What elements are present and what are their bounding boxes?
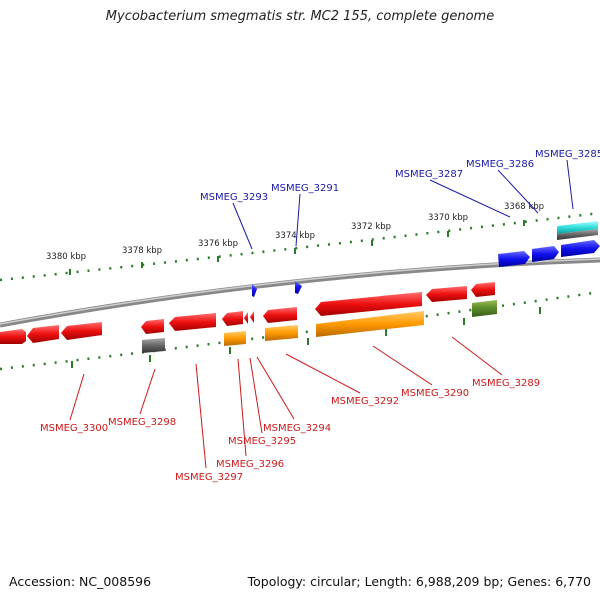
callout-line — [232, 202, 253, 250]
gene-label-reverse[interactable]: MSMEG_3295 — [228, 436, 296, 447]
trna-feature[interactable] — [224, 331, 246, 346]
callout-line — [249, 357, 263, 434]
scale-ruler-line — [0, 211, 600, 282]
gene-label-forward[interactable]: MSMEG_3285 — [535, 149, 600, 160]
forward-genes — [252, 221, 600, 297]
gene-arrow-reverse[interactable] — [141, 319, 164, 334]
gene-arrow-reverse[interactable] — [222, 311, 243, 326]
gene-label-reverse[interactable]: MSMEG_3290 — [401, 388, 469, 399]
gene-label-reverse[interactable]: MSMEG_3289 — [472, 378, 540, 389]
gene-arrow-reverse[interactable] — [0, 329, 26, 344]
misc-feature[interactable] — [557, 229, 598, 240]
genome-backbone — [0, 257, 600, 328]
gene-arrow-forward[interactable] — [295, 281, 302, 294]
gene-arrow-reverse[interactable] — [61, 322, 102, 340]
gene-arrow-reverse[interactable] — [27, 325, 59, 343]
gene-arrow-reverse[interactable] — [471, 282, 495, 297]
callout-line — [451, 336, 503, 376]
genome-backbone-highlight — [0, 258, 600, 325]
gene-arrow-reverse[interactable] — [315, 292, 422, 316]
scale-label: 3378 kbp — [122, 246, 162, 256]
callout-line — [237, 358, 247, 457]
reverse-callouts: MSMEG_3300 MSMEG_3298 MSMEG_3297 MSMEG_3… — [40, 336, 540, 483]
callout-line — [285, 353, 361, 394]
accession-text: Accession: NC_008596 — [9, 574, 152, 589]
callout-line — [372, 345, 433, 386]
misc-feature[interactable] — [472, 300, 497, 317]
gene-label-reverse[interactable]: MSMEG_3296 — [216, 459, 284, 470]
gene-arrow-reverse[interactable] — [250, 311, 254, 323]
callout-line — [256, 356, 295, 420]
scale-label: 3380 kbp — [46, 252, 86, 262]
scale-label: 3370 kbp — [428, 213, 468, 223]
scale-label: 3368 kbp — [504, 202, 544, 212]
gene-label-forward[interactable]: MSMEG_3286 — [466, 159, 534, 170]
genome-summary-text: Topology: circular; Length: 6,988,209 bp… — [247, 574, 591, 589]
gene-arrow-reverse[interactable] — [169, 313, 216, 331]
scale-ruler: 3380 kbp 3378 kbp 3376 kbp 3374 kbp 3372… — [0, 202, 600, 282]
callout-line — [497, 169, 539, 214]
misc-feature[interactable] — [142, 338, 165, 353]
forward-callouts: MSMEG_3293 MSMEG_3291 MSMEG_3287 MSMEG_3… — [200, 149, 600, 250]
callout-line — [69, 373, 85, 421]
callout-line — [139, 368, 156, 415]
gene-label-reverse[interactable]: MSMEG_3298 — [108, 417, 176, 428]
page-title: Mycobacterium smegmatis str. MC2 155, co… — [105, 9, 495, 24]
gene-label-forward[interactable]: MSMEG_3287 — [395, 169, 463, 180]
gene-arrow-forward[interactable] — [498, 251, 530, 267]
gene-label-forward[interactable]: MSMEG_3293 — [200, 192, 268, 203]
reverse-genes — [0, 282, 497, 353]
callout-line — [429, 179, 511, 218]
rrna-feature[interactable] — [557, 221, 598, 234]
gene-label-forward[interactable]: MSMEG_3291 — [271, 183, 339, 194]
gene-arrow-forward[interactable] — [561, 240, 600, 257]
gene-arrow-forward[interactable] — [532, 246, 559, 262]
callout-line — [195, 363, 207, 469]
gene-arrow-forward[interactable] — [252, 284, 257, 297]
callout-line — [295, 193, 301, 247]
gene-arrow-reverse[interactable] — [244, 312, 248, 324]
scale-label: 3374 kbp — [275, 231, 315, 241]
gene-label-reverse[interactable]: MSMEG_3294 — [263, 423, 331, 434]
scale-label: 3372 kbp — [351, 222, 391, 232]
callout-line — [566, 159, 574, 210]
gene-label-reverse[interactable]: MSMEG_3297 — [175, 472, 243, 483]
gene-label-reverse[interactable]: MSMEG_3300 — [40, 423, 108, 434]
lower-ruler — [0, 290, 600, 371]
trna-feature[interactable] — [265, 325, 298, 341]
scale-label: 3376 kbp — [198, 239, 238, 249]
gene-arrow-reverse[interactable] — [426, 286, 467, 302]
gene-label-reverse[interactable]: MSMEG_3292 — [331, 396, 399, 407]
trna-feature[interactable] — [316, 311, 424, 337]
gene-arrow-reverse[interactable] — [263, 307, 297, 323]
